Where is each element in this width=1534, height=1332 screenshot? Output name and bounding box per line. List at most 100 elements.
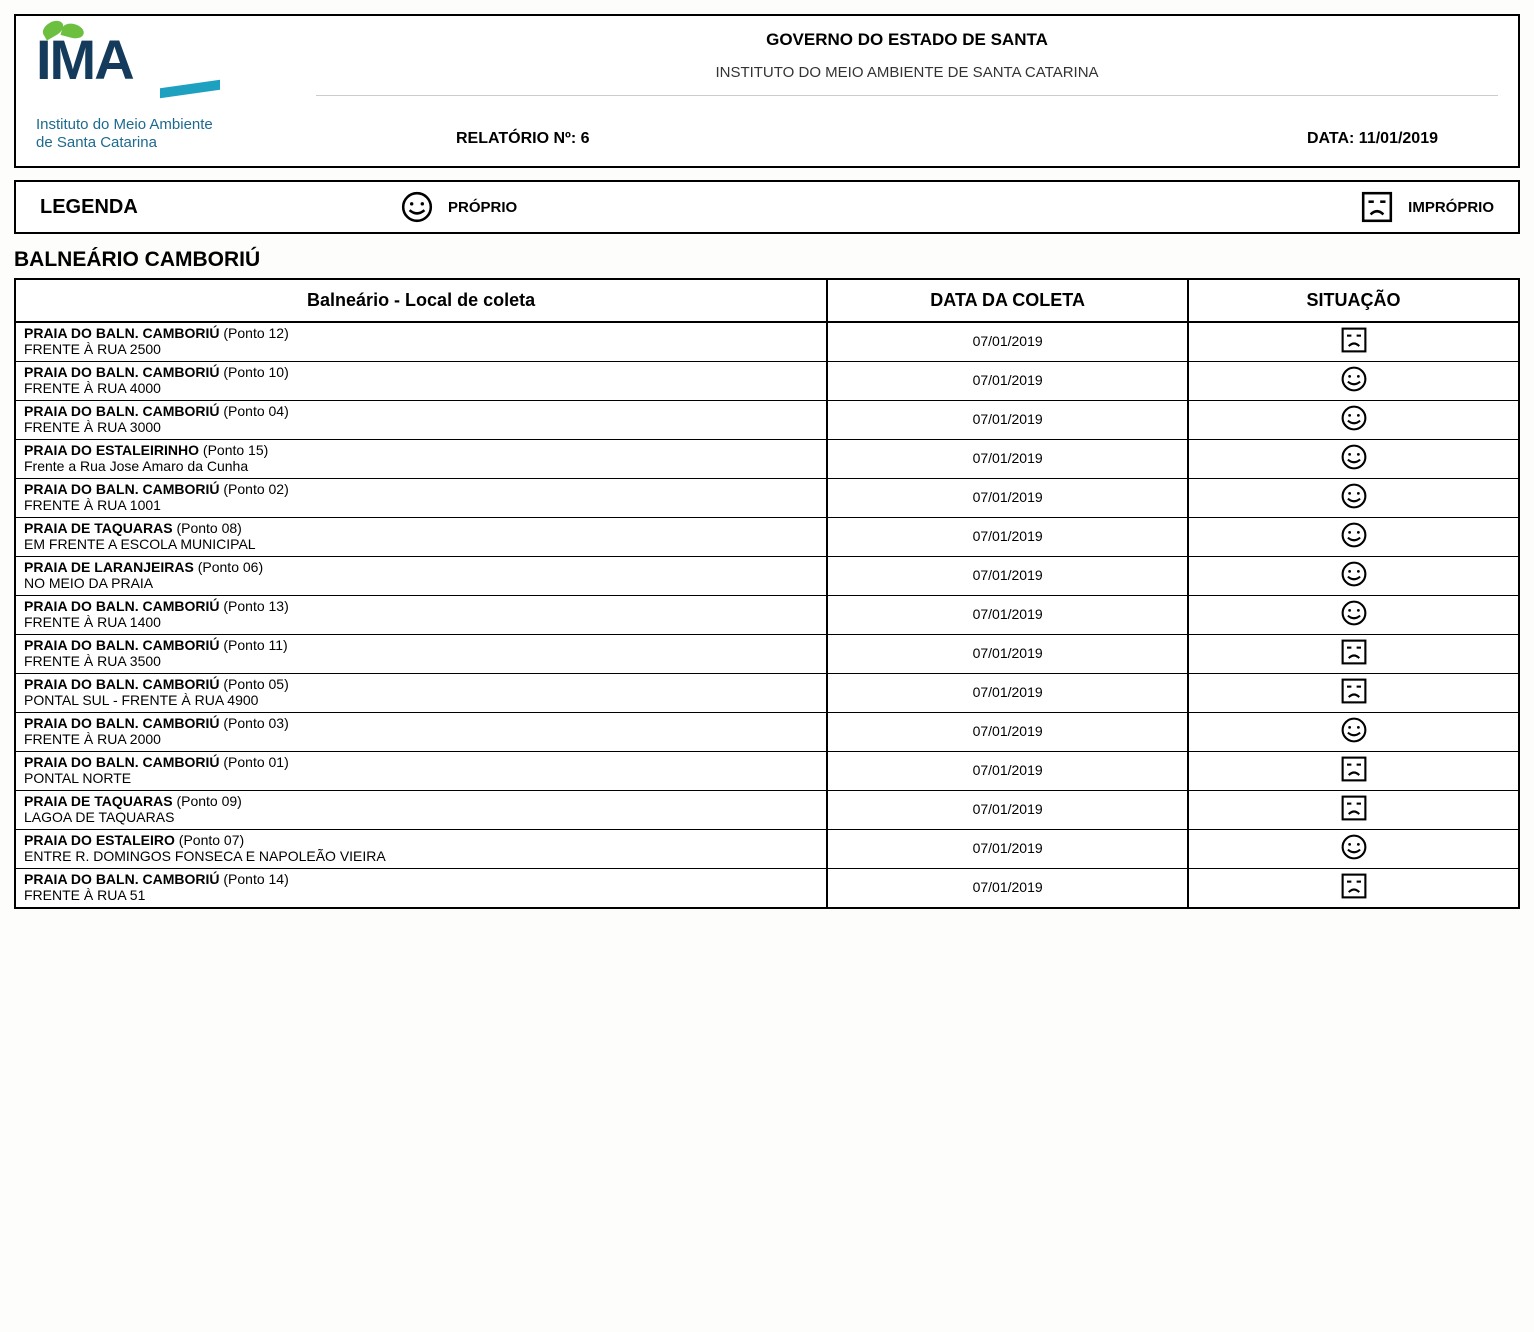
cell-location: PRAIA DO BALN. CAMBORIÚ (Ponto 01)PONTAL… [15,752,827,791]
report-header: IMA Instituto do Meio Ambiente de Santa … [14,14,1520,168]
table-row: PRAIA DO ESTALEIRO (Ponto 07)ENTRE R. DO… [15,830,1519,869]
col-status: SITUAÇÃO [1188,279,1519,322]
happy-face-icon [1340,404,1368,432]
location-point: (Ponto 12) [223,325,288,341]
table-row: PRAIA DO BALN. CAMBORIÚ (Ponto 10)FRENTE… [15,362,1519,401]
report-date: DATA: 11/01/2019 [1307,130,1438,148]
cell-date: 07/01/2019 [827,440,1188,479]
location-detail: PONTAL SUL - FRENTE À RUA 4900 [24,692,818,708]
col-date: DATA DA COLETA [827,279,1188,322]
location-point: (Ponto 02) [223,481,288,497]
cell-date: 07/01/2019 [827,674,1188,713]
location-point: (Ponto 05) [223,676,288,692]
table-row: PRAIA DO BALN. CAMBORIÚ (Ponto 11)FRENTE… [15,635,1519,674]
cell-date: 07/01/2019 [827,791,1188,830]
location-detail: FRENTE À RUA 2000 [24,731,818,747]
location-point: (Ponto 01) [223,754,288,770]
happy-face-icon [1340,443,1368,471]
institute-title: INSTITUTO DO MEIO AMBIENTE DE SANTA CATA… [316,64,1498,96]
cell-date: 07/01/2019 [827,869,1188,909]
sad-face-icon [1340,872,1368,900]
cell-status [1188,752,1519,791]
happy-face-icon [1340,599,1368,627]
legend-proper-label: PRÓPRIO [448,199,517,216]
table-row: PRAIA DO BALN. CAMBORIÚ (Ponto 01)PONTAL… [15,752,1519,791]
location-point: (Ponto 09) [176,793,241,809]
happy-face-icon [1340,560,1368,588]
location-detail: LAGOA DE TAQUARAS [24,809,818,825]
location-name: PRAIA DO ESTALEIRINHO [24,442,203,458]
happy-face-icon [1340,716,1368,744]
cell-status [1188,869,1519,909]
location-detail: NO MEIO DA PRAIA [24,575,818,591]
location-detail: FRENTE À RUA 51 [24,887,818,903]
location-name: PRAIA DO BALN. CAMBORIÚ [24,325,223,341]
table-row: PRAIA DO BALN. CAMBORIÚ (Ponto 13)FRENTE… [15,596,1519,635]
cell-status [1188,791,1519,830]
cell-status [1188,830,1519,869]
location-point: (Ponto 14) [223,871,288,887]
legend-title: LEGENDA [40,196,360,219]
location-point: (Ponto 15) [203,442,268,458]
cell-status [1188,518,1519,557]
table-row: PRAIA DO BALN. CAMBORIÚ (Ponto 12)FRENTE… [15,322,1519,362]
happy-face-icon [1340,521,1368,549]
table-row: PRAIA DO BALN. CAMBORIÚ (Ponto 02)FRENTE… [15,479,1519,518]
location-name: PRAIA DO BALN. CAMBORIÚ [24,403,223,419]
table-row: PRAIA DO BALN. CAMBORIÚ (Ponto 14)FRENTE… [15,869,1519,909]
table-row: PRAIA DO BALN. CAMBORIÚ (Ponto 04)FRENTE… [15,401,1519,440]
cell-location: PRAIA DO ESTALEIRO (Ponto 07)ENTRE R. DO… [15,830,827,869]
location-detail: ENTRE R. DOMINGOS FONSECA E NAPOLEÃO VIE… [24,848,818,864]
cell-status [1188,440,1519,479]
cell-location: PRAIA DO BALN. CAMBORIÚ (Ponto 02)FRENTE… [15,479,827,518]
location-name: PRAIA DE TAQUARAS [24,520,176,536]
location-detail: FRENTE À RUA 3500 [24,653,818,669]
cell-location: PRAIA DO ESTALEIRINHO (Ponto 15)Frente a… [15,440,827,479]
location-name: PRAIA DO BALN. CAMBORIÚ [24,481,223,497]
location-point: (Ponto 10) [223,364,288,380]
location-detail: EM FRENTE A ESCOLA MUNICIPAL [24,536,818,552]
cell-location: PRAIA DO BALN. CAMBORIÚ (Ponto 04)FRENTE… [15,401,827,440]
cell-date: 07/01/2019 [827,518,1188,557]
cell-location: PRAIA DO BALN. CAMBORIÚ (Ponto 03)FRENTE… [15,713,827,752]
cell-date: 07/01/2019 [827,401,1188,440]
cell-location: PRAIA DO BALN. CAMBORIÚ (Ponto 14)FRENTE… [15,869,827,909]
cell-date: 07/01/2019 [827,362,1188,401]
location-detail: PONTAL NORTE [24,770,818,786]
cell-location: PRAIA DO BALN. CAMBORIÚ (Ponto 12)FRENTE… [15,322,827,362]
section-title: BALNEÁRIO CAMBORIÚ [14,248,1520,272]
location-point: (Ponto 03) [223,715,288,731]
location-detail: FRENTE À RUA 1001 [24,497,818,513]
table-row: PRAIA DO ESTALEIRINHO (Ponto 15)Frente a… [15,440,1519,479]
cell-date: 07/01/2019 [827,322,1188,362]
logo-sub-line1: Instituto do Meio Ambiente [36,116,213,133]
legend: LEGENDA PRÓPRIO IMPRÓPRIO [14,180,1520,234]
table-row: PRAIA DE LARANJEIRAS (Ponto 06)NO MEIO D… [15,557,1519,596]
cell-status [1188,557,1519,596]
location-point: (Ponto 11) [223,637,287,653]
cell-status [1188,479,1519,518]
cell-location: PRAIA DE TAQUARAS (Ponto 09)LAGOA DE TAQ… [15,791,827,830]
cell-date: 07/01/2019 [827,830,1188,869]
legend-improper: IMPRÓPRIO [1360,190,1494,224]
location-point: (Ponto 04) [223,403,288,419]
location-point: (Ponto 13) [223,598,288,614]
location-detail: FRENTE À RUA 4000 [24,380,818,396]
location-point: (Ponto 07) [179,832,244,848]
location-name: PRAIA DO BALN. CAMBORIÚ [24,754,223,770]
happy-face-icon [1340,833,1368,861]
table-row: PRAIA DO BALN. CAMBORIÚ (Ponto 05)PONTAL… [15,674,1519,713]
sad-face-icon [1340,326,1368,354]
sad-face-icon [1340,755,1368,783]
location-point: (Ponto 08) [176,520,241,536]
logo: IMA Instituto do Meio Ambiente de Santa … [36,26,296,152]
table-row: PRAIA DO BALN. CAMBORIÚ (Ponto 03)FRENTE… [15,713,1519,752]
cell-date: 07/01/2019 [827,479,1188,518]
happy-face-icon [1340,365,1368,393]
cell-status [1188,635,1519,674]
cell-status [1188,713,1519,752]
legend-proper: PRÓPRIO [400,190,517,224]
cell-date: 07/01/2019 [827,713,1188,752]
location-detail: FRENTE À RUA 3000 [24,419,818,435]
location-name: PRAIA DO ESTALEIRO [24,832,179,848]
